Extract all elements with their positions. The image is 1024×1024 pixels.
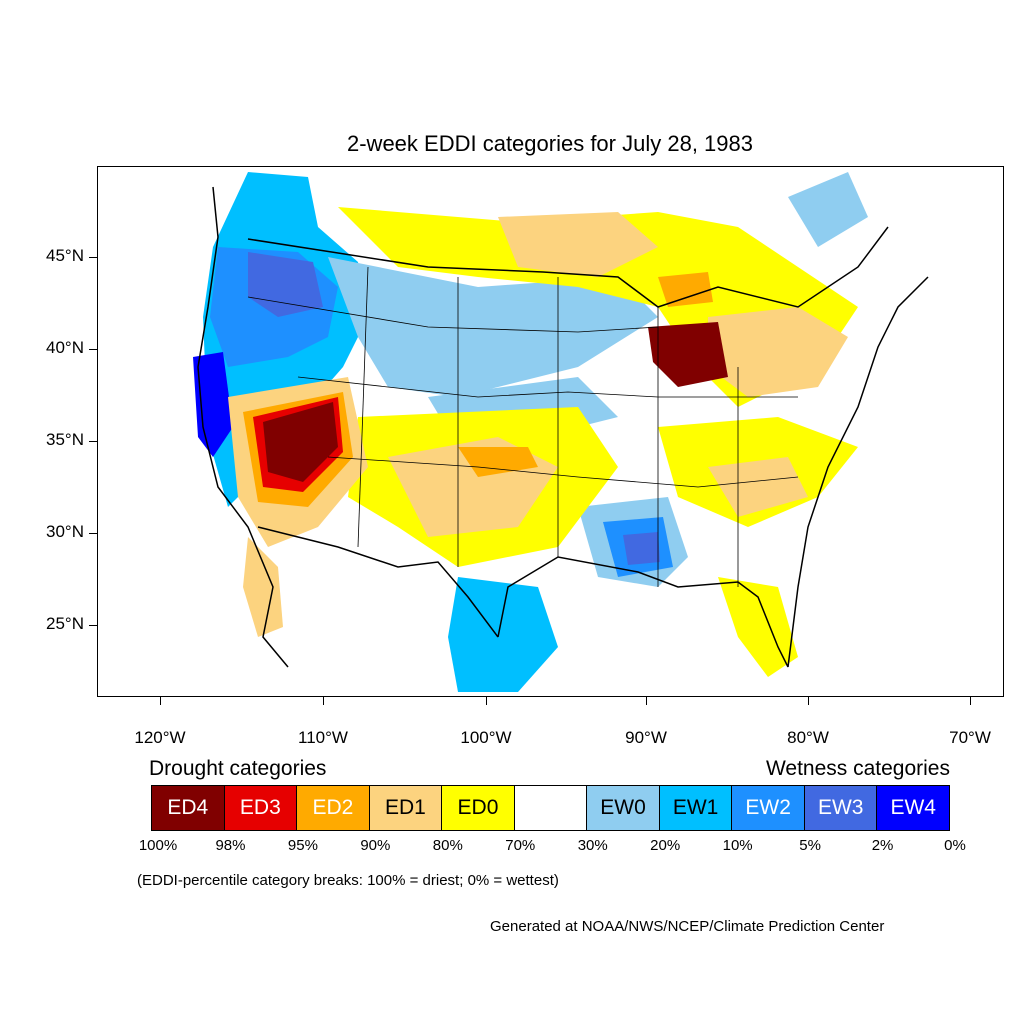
lon-label: 100°W (460, 728, 512, 747)
legend-box-ed2: ED2 (297, 786, 370, 830)
area-west-texas-ed2 (458, 447, 538, 477)
area-quebec-ew1 (788, 172, 868, 247)
legend-box-ew1: EW1 (659, 786, 733, 830)
lat-label: 30°N (46, 522, 84, 541)
lat-label: 25°N (46, 614, 84, 633)
legend-box-ew0: EW0 (587, 786, 660, 830)
state-lines (247, 266, 799, 587)
area-great-basin-ed4 (263, 402, 338, 482)
legend-box-neutral (514, 786, 588, 830)
percentile-break-label: 2% (871, 837, 894, 854)
category-legend: ED4 ED3 ED2 ED1 ED0 EW0 EW1 EW2 EW3 EW4 (151, 785, 950, 831)
area-carolinas-ed1 (708, 457, 808, 517)
area-baja-ed1 (243, 537, 283, 637)
lat-tick-30 (89, 533, 97, 534)
area-lake-superior-ed1 (498, 212, 658, 277)
area-pacific-nw-ew3 (248, 252, 323, 317)
credit-line: Generated at NOAA/NWS/NCEP/Climate Predi… (490, 918, 885, 935)
legend-box-ed1: ED1 (369, 786, 443, 830)
percentile-break-label: 100% (138, 837, 178, 854)
map-title: 2-week EDDI categories for July 28, 1983 (347, 131, 753, 156)
area-northeast-ed1 (708, 307, 848, 397)
us-mexico-border (257, 526, 499, 638)
percentile-break-label: 90% (360, 837, 391, 854)
lon-tick-120 (160, 697, 161, 705)
lat-label: 40°N (46, 338, 84, 357)
legend-box-ed0: ED0 (442, 786, 515, 830)
legend-box-ew3: EW3 (804, 786, 878, 830)
lon-label: 80°W (787, 728, 829, 747)
area-florida-ed0 (718, 577, 798, 677)
lat-label: 35°N (46, 430, 84, 449)
legend-box-ed3: ED3 (224, 786, 298, 830)
lon-tick-80 (808, 697, 809, 705)
area-south-texas-ew1 (448, 577, 558, 692)
percentile-break-label: 30% (577, 837, 608, 854)
east-coast (787, 276, 929, 668)
area-michigan-ed4 (648, 322, 728, 387)
area-ontario-ed2 (658, 272, 713, 307)
lon-tick-100 (486, 697, 487, 705)
lon-label: 120°W (134, 728, 186, 747)
area-ca-coast-ew4 (193, 352, 233, 457)
coastline-west (197, 186, 289, 668)
eddi-map (193, 172, 929, 692)
area-northern-plains-ew0 (328, 257, 658, 397)
percentile-break-label: 10% (722, 837, 753, 854)
percentile-break-label: 0% (944, 837, 966, 854)
area-mississippi-ew3 (623, 532, 660, 565)
lon-label: 90°W (625, 728, 667, 747)
lat-tick-40 (89, 349, 97, 350)
lat-tick-25 (89, 625, 97, 626)
percentile-break-label: 95% (287, 837, 318, 854)
legend-box-ew4: EW4 (877, 786, 950, 830)
drought-areas (228, 207, 858, 677)
wetness-categories-heading: Wetness categories (765, 757, 950, 780)
category-note: (EDDI-percentile category breaks: 100% =… (137, 872, 559, 889)
gulf-coast (497, 556, 789, 668)
drought-categories-heading: Drought categories (149, 757, 327, 780)
percentile-break-label: 5% (799, 837, 821, 854)
legend-box-ew2: EW2 (732, 786, 805, 830)
percentile-break-label: 98% (215, 837, 246, 854)
lat-tick-45 (89, 257, 97, 258)
lat-tick-35 (89, 441, 97, 442)
lon-label: 70°W (949, 728, 991, 747)
percentile-break-label: 80% (432, 837, 463, 854)
lon-tick-70 (970, 697, 971, 705)
percentile-break-label: 70% (505, 837, 536, 854)
lon-tick-110 (323, 697, 324, 705)
lon-label: 110°W (298, 728, 348, 747)
legend-box-ed4: ED4 (152, 786, 225, 830)
map-plot-area (97, 166, 1004, 697)
lat-label: 45°N (46, 246, 84, 265)
lon-tick-90 (646, 697, 647, 705)
percentile-break-label: 20% (650, 837, 681, 854)
